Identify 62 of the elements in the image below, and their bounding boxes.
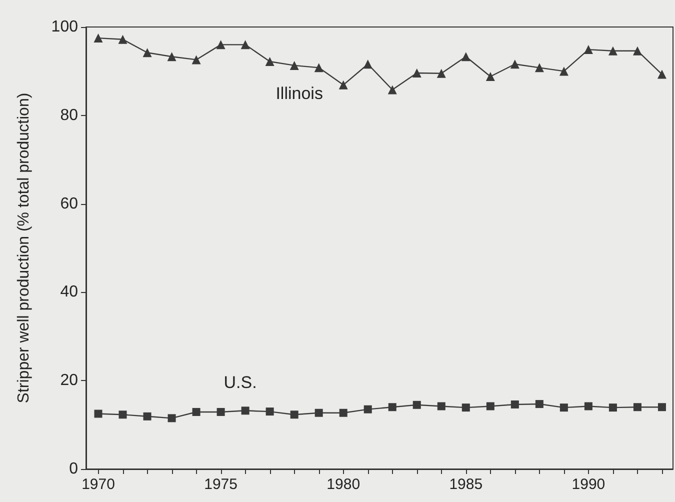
point: [486, 72, 495, 82]
x-tick-label: 1970: [82, 476, 115, 493]
point: [364, 405, 372, 414]
point: [510, 60, 520, 69]
x-tick-label: 1975: [204, 476, 238, 493]
point: [608, 404, 617, 412]
point: [363, 60, 372, 69]
point: [658, 403, 666, 412]
point: [388, 403, 396, 412]
point: [388, 85, 397, 94]
series-label: Illinois: [276, 84, 323, 103]
point: [412, 400, 421, 409]
series-label: U.S.: [224, 373, 257, 392]
x-tick-label: 1985: [449, 476, 483, 493]
point: [240, 40, 250, 50]
point: [510, 400, 519, 408]
point: [584, 402, 592, 410]
point: [241, 406, 250, 415]
point: [290, 60, 299, 70]
point: [559, 66, 568, 76]
y-axis-title: Stripper well production (% total production): [16, 92, 32, 404]
point: [142, 48, 152, 58]
point: [339, 408, 348, 417]
point: [143, 412, 152, 420]
point: [168, 414, 176, 422]
point: [265, 56, 274, 66]
point: [192, 55, 201, 64]
point: [94, 410, 102, 418]
point: [632, 46, 642, 56]
y-tick-label: 0: [69, 460, 78, 478]
point: [534, 63, 544, 72]
point: [118, 410, 127, 419]
point: [167, 52, 176, 62]
point: [535, 400, 544, 408]
point: [94, 34, 103, 43]
y-tick-label: 80: [60, 106, 78, 124]
point: [486, 402, 494, 410]
point: [290, 410, 298, 419]
point: [608, 46, 618, 56]
point: [633, 403, 642, 412]
point: [118, 34, 128, 44]
point: [192, 408, 200, 416]
point: [657, 70, 666, 79]
point: [216, 40, 226, 50]
x-tick-label: 1980: [326, 476, 360, 493]
point: [412, 68, 422, 78]
point: [314, 63, 324, 72]
point: [437, 402, 446, 410]
point: [462, 404, 470, 412]
y-tick-label: 100: [51, 18, 78, 36]
point: [338, 80, 348, 90]
point: [584, 45, 593, 54]
point: [266, 408, 274, 416]
point: [461, 52, 470, 62]
y-tick-label: 20: [60, 372, 78, 390]
point: [436, 68, 446, 78]
point: [314, 408, 323, 417]
point: [560, 404, 568, 412]
point: [216, 408, 225, 416]
x-tick-label: 1990: [572, 476, 606, 493]
y-tick-label: 60: [60, 195, 78, 212]
y-tick-label: 40: [60, 284, 78, 301]
